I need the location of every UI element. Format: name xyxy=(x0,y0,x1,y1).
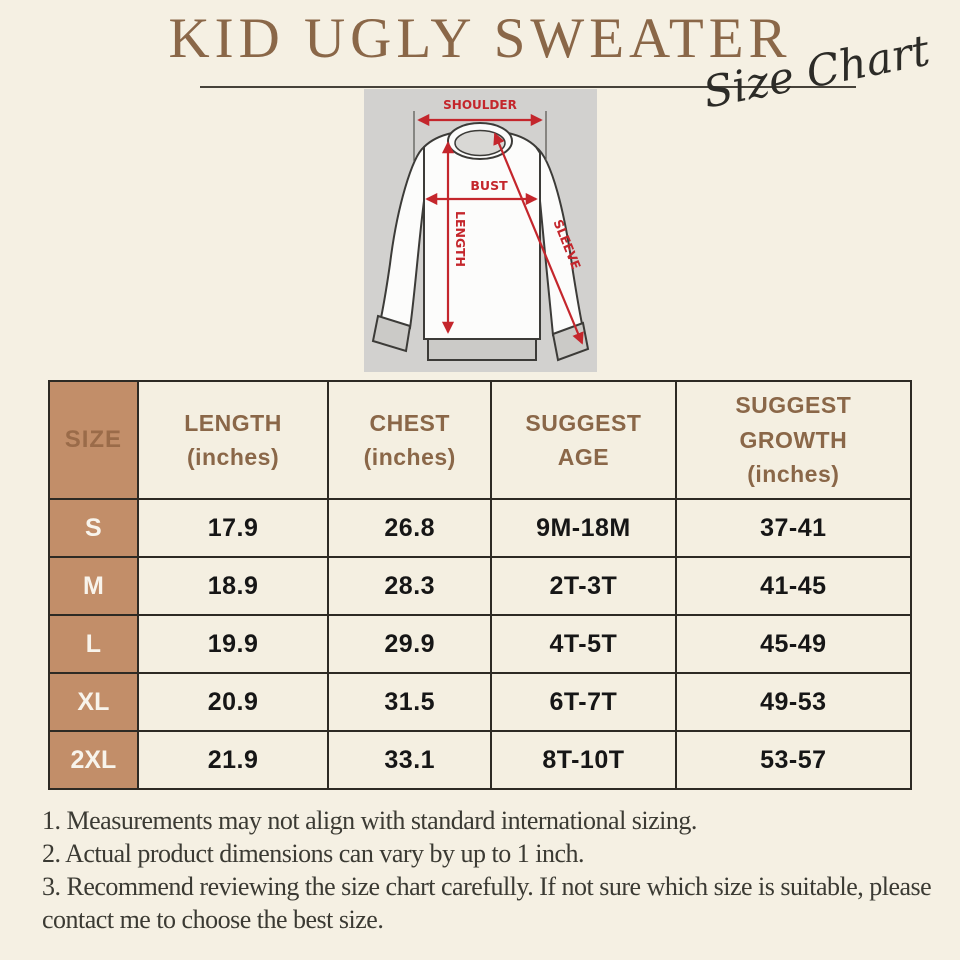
note-2: 2. Actual product dimensions can vary by… xyxy=(42,839,585,868)
chest-cell: 28.3 xyxy=(327,556,493,616)
growth-cell: 45-49 xyxy=(674,614,913,674)
growth-cell: 41-45 xyxy=(674,556,913,616)
table-row-s: S 17.9 26.8 9M-18M 37-41 xyxy=(48,498,913,558)
age-cell: 8T-10T xyxy=(490,730,677,790)
bust-label: BUST xyxy=(470,178,508,193)
length-cell: 19.9 xyxy=(136,614,330,674)
growth-cell: 49-53 xyxy=(674,672,913,732)
chest-cell: 26.8 xyxy=(327,498,493,558)
header-suggest-age: SUGGEST AGE xyxy=(490,380,677,500)
chest-cell: 29.9 xyxy=(327,614,493,674)
chest-cell: 33.1 xyxy=(327,730,493,790)
sweater-left-cuff xyxy=(371,314,412,353)
sweater-torso xyxy=(423,132,541,340)
sleeve-arrow xyxy=(493,132,584,345)
header-age-line2: AGE xyxy=(557,444,610,470)
length-cell: 17.9 xyxy=(136,498,330,558)
table-row-2xl: 2XL 21.9 33.1 8T-10T 53-57 xyxy=(48,730,913,790)
size-cell: L xyxy=(48,614,139,674)
growth-cell: 53-57 xyxy=(674,730,913,790)
age-cell: 2T-3T xyxy=(490,556,677,616)
header-growth-line2: GROWTH xyxy=(739,426,848,453)
header-chest: CHEST (inches) xyxy=(327,380,493,500)
header-length-line2: (inches) xyxy=(186,444,280,470)
sweater-measurement-diagram: SHOULDER BUST LENGTH SLEEVE xyxy=(364,89,597,372)
note-3: 3. Recommend reviewing the size chart ca… xyxy=(42,872,932,934)
length-cell: 18.9 xyxy=(136,556,330,616)
sweater-collar-inner xyxy=(454,129,506,157)
shoulder-label: SHOULDER xyxy=(443,98,517,112)
page-title: KID UGLY SWEATER xyxy=(168,7,792,70)
chest-cell: 31.5 xyxy=(327,672,493,732)
age-cell: 4T-5T xyxy=(490,614,677,674)
header-size: SIZE xyxy=(48,380,139,500)
header-growth-line3: (inches) xyxy=(747,461,840,488)
title-divider-line xyxy=(200,86,856,88)
size-chart-table: SIZE LENGTH (inches) CHEST (inches) SUGG… xyxy=(48,380,913,790)
size-cell: XL xyxy=(48,672,139,732)
length-cell: 20.9 xyxy=(136,672,330,732)
header-growth-line1: SUGGEST xyxy=(735,392,852,419)
age-cell: 9M-18M xyxy=(490,498,677,558)
footer-notes: 1. Measurements may not align with stand… xyxy=(42,804,934,936)
note-1: 1. Measurements may not align with stand… xyxy=(42,806,697,835)
size-cell: M xyxy=(48,556,139,616)
size-cell: S xyxy=(48,498,139,558)
size-cell: 2XL xyxy=(48,730,139,790)
table-row-l: L 19.9 29.9 4T-5T 45-49 xyxy=(48,614,913,674)
sweater-illustration: SHOULDER BUST LENGTH SLEEVE xyxy=(371,98,590,362)
length-label: LENGTH xyxy=(453,211,468,267)
sweater-waistband xyxy=(427,338,537,361)
header-length-line1: LENGTH xyxy=(184,409,282,436)
table-row-m: M 18.9 28.3 2T-3T 41-45 xyxy=(48,556,913,616)
header-chest-line1: CHEST xyxy=(369,409,450,436)
table-row-xl: XL 20.9 31.5 6T-7T 49-53 xyxy=(48,672,913,732)
sweater-left-sleeve xyxy=(379,144,425,330)
age-cell: 6T-7T xyxy=(490,672,677,732)
growth-cell: 37-41 xyxy=(674,498,913,558)
header-length: LENGTH (inches) xyxy=(136,380,330,500)
header-age-line1: SUGGEST xyxy=(525,409,642,436)
length-cell: 21.9 xyxy=(136,730,330,790)
table-header-row: SIZE LENGTH (inches) CHEST (inches) SUGG… xyxy=(48,380,913,500)
header-chest-line2: (inches) xyxy=(363,444,456,470)
header-suggest-growth: SUGGEST GROWTH (inches) xyxy=(674,380,913,500)
